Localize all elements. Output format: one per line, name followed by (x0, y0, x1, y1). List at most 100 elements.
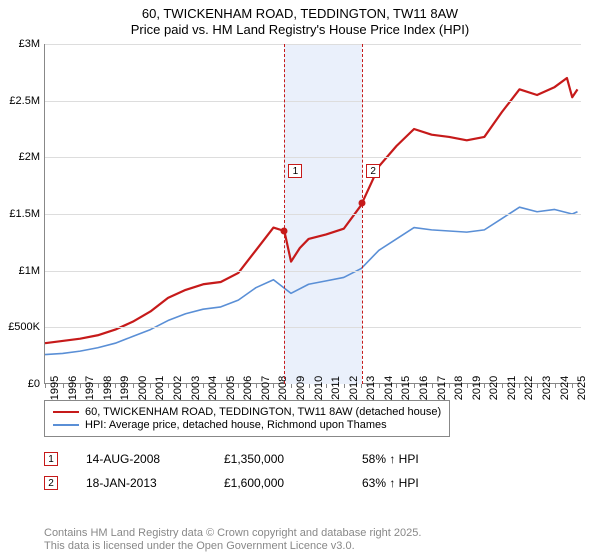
x-tick-label: 2000 (137, 376, 149, 400)
title-subtitle: Price paid vs. HM Land Registry's House … (0, 22, 600, 37)
x-tick (555, 384, 556, 388)
x-tick (537, 384, 538, 388)
x-tick-label: 2025 (576, 376, 588, 400)
x-tick (168, 384, 169, 388)
x-tick-label: 2003 (190, 376, 202, 400)
plot-area: £0£500K£1M£1.5M£2M£2.5M£3M19951996199719… (44, 44, 580, 384)
x-tick (414, 384, 415, 388)
x-tick-label: 2023 (541, 376, 553, 400)
y-tick-label: £3M (0, 38, 40, 50)
legend-item: 60, TWICKENHAM ROAD, TEDDINGTON, TW11 8A… (53, 406, 441, 418)
x-tick-label: 2024 (559, 376, 571, 400)
sale-marker-1: 1 (288, 164, 302, 178)
series-hpi (45, 207, 577, 354)
x-tick (361, 384, 362, 388)
x-tick (396, 384, 397, 388)
x-tick-label: 1996 (67, 376, 79, 400)
x-tick-label: 2022 (523, 376, 535, 400)
x-tick-label: 2010 (313, 376, 325, 400)
y-tick-label: £2.5M (0, 95, 40, 107)
gridline (45, 101, 581, 102)
x-tick-label: 2021 (506, 376, 518, 400)
x-tick (221, 384, 222, 388)
x-tick (238, 384, 239, 388)
x-tick-label: 2009 (295, 376, 307, 400)
y-tick-label: £0 (0, 378, 40, 390)
title-block: 60, TWICKENHAM ROAD, TEDDINGTON, TW11 8A… (0, 0, 600, 37)
chart-area: £0£500K£1M£1.5M£2M£2.5M£3M19951996199719… (44, 44, 580, 384)
x-tick (344, 384, 345, 388)
x-tick (326, 384, 327, 388)
y-tick-label: £1.5M (0, 208, 40, 220)
x-tick (309, 384, 310, 388)
x-tick (80, 384, 81, 388)
footer-line2: This data is licensed under the Open Gov… (44, 540, 421, 554)
sale-row-2: 2 18-JAN-2013 £1,600,000 63% ↑ HPI (44, 476, 419, 490)
sale-dot (281, 228, 288, 235)
legend-item: HPI: Average price, detached house, Rich… (53, 419, 441, 431)
x-tick-label: 2020 (488, 376, 500, 400)
sale-price: £1,350,000 (224, 452, 334, 466)
x-tick (273, 384, 274, 388)
series-property (45, 78, 577, 343)
x-tick (115, 384, 116, 388)
x-tick (572, 384, 573, 388)
x-tick (467, 384, 468, 388)
x-tick (256, 384, 257, 388)
x-tick (133, 384, 134, 388)
legend-label: 60, TWICKENHAM ROAD, TEDDINGTON, TW11 8A… (85, 406, 441, 418)
legend-swatch (53, 424, 79, 426)
sale-row-marker: 2 (44, 476, 58, 490)
x-tick (502, 384, 503, 388)
x-tick-label: 2011 (330, 376, 342, 400)
footer-attribution: Contains HM Land Registry data © Crown c… (44, 527, 421, 555)
x-tick-label: 2006 (242, 376, 254, 400)
x-tick (45, 384, 46, 388)
y-tick-label: £500K (0, 321, 40, 333)
x-tick (379, 384, 380, 388)
sale-row-1: 1 14-AUG-2008 £1,350,000 58% ↑ HPI (44, 452, 419, 466)
x-tick (98, 384, 99, 388)
x-tick (432, 384, 433, 388)
legend-label: HPI: Average price, detached house, Rich… (85, 419, 387, 431)
x-tick-label: 2005 (225, 376, 237, 400)
x-tick (186, 384, 187, 388)
sale-vline (362, 44, 363, 384)
gridline (45, 271, 581, 272)
x-tick-label: 1997 (84, 376, 96, 400)
sale-date: 14-AUG-2008 (86, 452, 196, 466)
x-tick-label: 2013 (365, 376, 377, 400)
x-tick (291, 384, 292, 388)
y-tick-label: £1M (0, 265, 40, 277)
x-tick-label: 1998 (102, 376, 114, 400)
sale-price: £1,600,000 (224, 476, 334, 490)
x-tick-label: 2012 (348, 376, 360, 400)
x-tick-label: 2019 (471, 376, 483, 400)
sale-row-marker: 1 (44, 452, 58, 466)
x-tick-label: 1999 (119, 376, 131, 400)
x-tick-label: 2002 (172, 376, 184, 400)
sale-vline (284, 44, 285, 384)
x-tick-label: 2014 (383, 376, 395, 400)
sale-hpi: 58% ↑ HPI (362, 452, 419, 466)
title-address: 60, TWICKENHAM ROAD, TEDDINGTON, TW11 8A… (0, 6, 600, 21)
x-tick (484, 384, 485, 388)
x-tick-label: 2001 (154, 376, 166, 400)
gridline (45, 327, 581, 328)
sale-hpi: 63% ↑ HPI (362, 476, 419, 490)
gridline (45, 44, 581, 45)
sale-dot (359, 199, 366, 206)
sale-date: 18-JAN-2013 (86, 476, 196, 490)
x-tick-label: 2017 (436, 376, 448, 400)
x-tick (150, 384, 151, 388)
gridline (45, 214, 581, 215)
chart-container: 60, TWICKENHAM ROAD, TEDDINGTON, TW11 8A… (0, 0, 600, 560)
x-tick-label: 2016 (418, 376, 430, 400)
x-tick-label: 2015 (400, 376, 412, 400)
legend-box: 60, TWICKENHAM ROAD, TEDDINGTON, TW11 8A… (44, 400, 450, 437)
x-tick-label: 2018 (453, 376, 465, 400)
x-tick (63, 384, 64, 388)
y-tick-label: £2M (0, 151, 40, 163)
sale-marker-2: 2 (366, 164, 380, 178)
gridline (45, 157, 581, 158)
